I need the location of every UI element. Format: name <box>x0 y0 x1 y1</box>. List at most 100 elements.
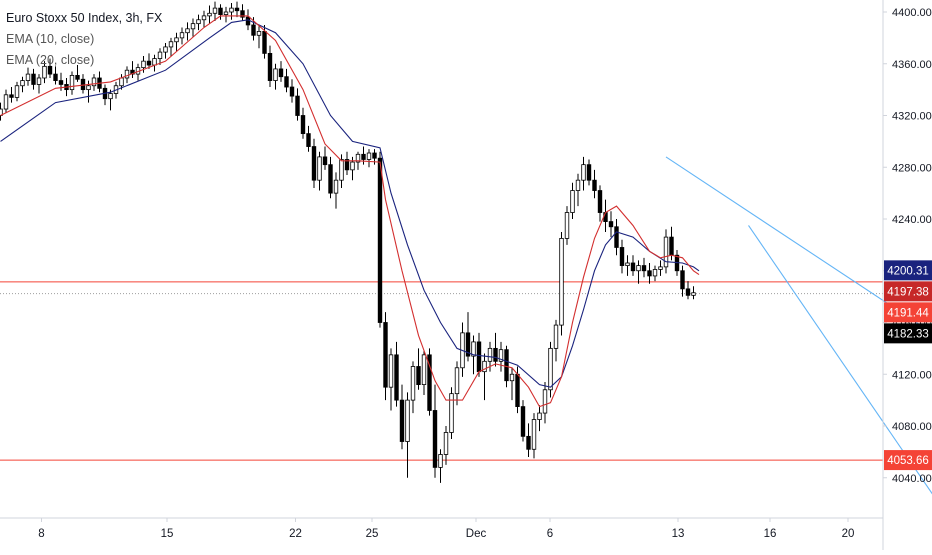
candle-body <box>444 432 448 454</box>
candle-body <box>120 78 124 86</box>
candle-body <box>279 69 283 77</box>
candle-body <box>252 25 256 35</box>
candle-body <box>406 400 410 441</box>
x-tick-label: 6 <box>547 528 553 540</box>
candle-body <box>4 95 8 109</box>
candle-body <box>378 158 382 322</box>
candle-body <box>362 154 366 159</box>
candle-body <box>560 238 564 325</box>
candle-body <box>323 157 327 165</box>
candle-body <box>351 162 355 170</box>
x-tick-label: 13 <box>672 528 685 540</box>
candle-body <box>521 407 525 437</box>
candle-body <box>692 293 696 296</box>
y-tick-label: 4280.00 <box>892 162 932 174</box>
legend-title[interactable]: Euro Stoxx 50 Index, 3h, FX <box>6 8 162 29</box>
candle-body <box>87 86 91 90</box>
candle[interactable] <box>549 342 553 398</box>
candle-body <box>37 78 41 84</box>
candle-body <box>307 134 311 147</box>
y-tick-label: 4080.00 <box>892 421 932 433</box>
candle-body <box>593 180 597 190</box>
candle-body <box>582 165 586 181</box>
candle-body <box>598 191 602 213</box>
candle-body <box>59 81 63 85</box>
candle[interactable] <box>428 348 432 415</box>
candle-body <box>32 74 36 84</box>
candle[interactable] <box>384 312 388 400</box>
candle-body <box>296 96 300 115</box>
candle-body <box>246 17 250 25</box>
x-tick-label: 8 <box>38 528 44 540</box>
price-label-text: 4053.66 <box>887 455 929 467</box>
candle-body <box>505 350 509 381</box>
candle-body <box>527 436 531 449</box>
candle-body <box>186 29 190 33</box>
candle-body <box>263 31 267 53</box>
candle-body <box>686 289 690 295</box>
candle-body <box>54 74 58 80</box>
candle-body <box>543 390 547 413</box>
y-tick-label: 4240.00 <box>892 214 932 226</box>
candle-body <box>384 323 388 388</box>
candle-body <box>26 74 30 80</box>
candle-body <box>417 366 421 384</box>
legend-ema-20[interactable]: EMA (20, close) <box>6 50 162 71</box>
price-label: 4191.44 <box>884 302 932 322</box>
candle-body <box>224 12 228 15</box>
candle-body <box>191 24 195 29</box>
candle-body <box>230 8 234 12</box>
price-label: 4197.38 <box>884 281 932 301</box>
candle-body <box>571 191 575 213</box>
candle-body <box>373 153 377 158</box>
candle-body <box>340 159 344 180</box>
candle-body <box>312 147 316 181</box>
x-tick-label: 15 <box>161 528 174 540</box>
candle-body <box>659 267 663 270</box>
price-label: 4200.31 <box>884 260 932 280</box>
candle-body <box>510 374 514 380</box>
candle-body <box>664 237 668 267</box>
price-label-text: 4191.44 <box>887 307 929 319</box>
candle-body <box>169 42 173 47</box>
candle-body <box>565 213 569 239</box>
candle-body <box>21 81 25 86</box>
candle-body <box>538 413 542 419</box>
candle[interactable] <box>312 139 316 188</box>
candle-body <box>670 237 674 255</box>
candle-body <box>15 86 19 98</box>
candle[interactable] <box>560 232 564 336</box>
candle-body <box>422 355 426 385</box>
candle-body <box>642 266 646 271</box>
candle-body <box>450 394 454 433</box>
candle-body <box>587 165 591 181</box>
candle-body <box>433 410 437 467</box>
candle-body <box>576 180 580 190</box>
candle-body <box>219 8 223 14</box>
candle-body <box>439 454 443 467</box>
candle-body <box>395 355 399 400</box>
candle-body <box>290 87 294 96</box>
legend-ema-10[interactable]: EMA (10, close) <box>6 29 162 50</box>
y-tick-label: 4360.00 <box>892 59 932 71</box>
candle-body <box>477 342 481 372</box>
candle-body <box>202 16 206 20</box>
candle-body <box>213 8 217 13</box>
candle[interactable] <box>521 400 525 441</box>
candle-body <box>257 31 261 35</box>
x-tick-label: 16 <box>764 528 777 540</box>
candle[interactable] <box>378 152 382 328</box>
candle-body <box>653 269 657 275</box>
candle-body <box>70 75 74 89</box>
candle-body <box>329 165 333 193</box>
candle-body <box>164 47 168 52</box>
candle-body <box>631 263 635 271</box>
price-label-text: 4200.31 <box>887 265 929 277</box>
y-tick-label: 4400.00 <box>892 7 932 19</box>
candle[interactable] <box>450 387 454 439</box>
candle-body <box>681 271 685 289</box>
candle-body <box>76 75 80 79</box>
candle-body <box>389 355 393 387</box>
candle-body <box>109 94 113 99</box>
